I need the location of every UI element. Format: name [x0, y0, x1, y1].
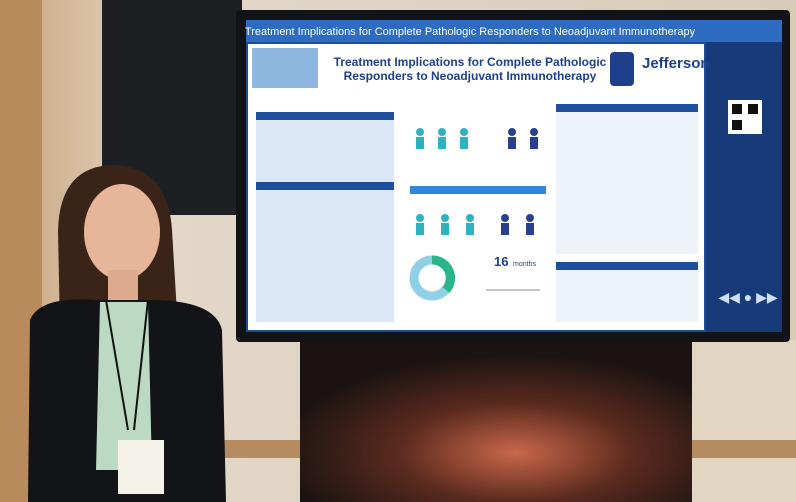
shape	[438, 128, 446, 136]
patient-icons	[416, 128, 474, 235]
shape	[416, 137, 424, 149]
shape	[501, 214, 509, 222]
section-header	[256, 182, 394, 190]
wall-right	[690, 340, 796, 502]
face	[84, 184, 160, 280]
qr-block	[748, 104, 758, 114]
results-section	[556, 104, 698, 254]
qr-block	[732, 104, 742, 114]
coral-banner	[300, 338, 692, 502]
shape	[460, 128, 468, 136]
conclusion-section	[556, 262, 698, 322]
banner-title: Treatment Implications for Complete Path…	[245, 26, 696, 38]
shape	[441, 214, 449, 222]
lanyard	[133, 299, 149, 431]
shape	[416, 128, 424, 136]
shape	[466, 223, 474, 235]
patient-icons-dark	[501, 128, 538, 235]
shape	[416, 223, 424, 235]
section-header	[556, 104, 698, 112]
lanyard	[105, 299, 129, 431]
donut-segment	[431, 255, 456, 293]
figure-header	[410, 186, 546, 194]
shape	[508, 128, 516, 136]
qr-block	[732, 120, 742, 130]
wall-rail	[220, 440, 300, 458]
shape	[508, 137, 516, 149]
shape	[501, 223, 509, 235]
stat-value: 16	[494, 254, 508, 269]
shape	[438, 137, 446, 149]
conference-logo	[252, 48, 318, 88]
blouse	[96, 302, 152, 470]
poster-title: Treatment Implications for Complete Path…	[334, 55, 607, 69]
stat-unit: months	[513, 261, 536, 268]
shape	[526, 214, 534, 222]
background-section	[256, 112, 394, 322]
wall-rail	[690, 440, 796, 458]
jefferson-mark	[610, 52, 634, 86]
section-header	[256, 112, 394, 120]
banner-bar	[246, 20, 782, 42]
shape	[530, 128, 538, 136]
shape	[466, 214, 474, 222]
name-badge	[118, 440, 164, 494]
shape	[526, 223, 534, 235]
poster-title: Responders to Neoadjuvant Immunotherapy	[344, 69, 597, 83]
logo-text: Jefferson	[642, 55, 710, 72]
shape	[530, 137, 538, 149]
shape	[460, 137, 468, 149]
shape	[441, 223, 449, 235]
shape	[416, 214, 424, 222]
sidebar	[706, 42, 782, 332]
media-controls[interactable]: ◀◀ ● ▶▶	[718, 289, 778, 305]
section-header	[556, 262, 698, 270]
